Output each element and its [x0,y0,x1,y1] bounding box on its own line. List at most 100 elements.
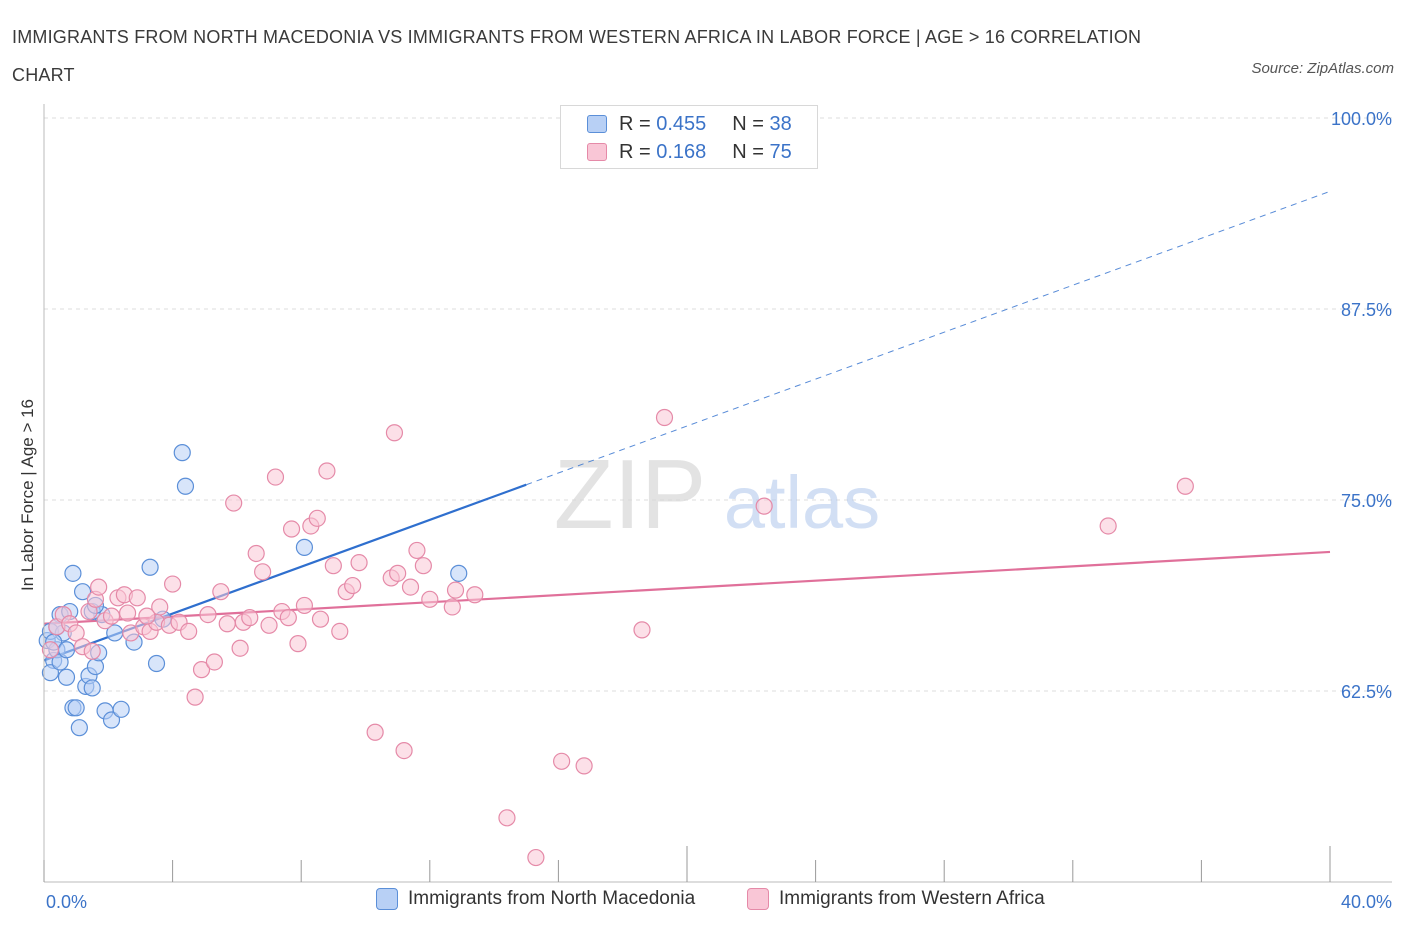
western-africa-point [421,590,439,608]
y-tick-label: 62.5% [1341,682,1392,702]
tick-label-layer: 62.5% 75.0% 87.5% 100.0% 0.0% 40.0% [46,109,1392,912]
macedonia-point [57,641,76,659]
n-value: 38 [769,112,792,135]
macedonia-point [112,700,130,718]
western-africa-point [212,583,230,601]
western-africa-point [231,639,249,657]
grid-layer [44,117,1392,692]
watermark: ZIP atlas [554,439,880,549]
western-africa-point [279,609,297,627]
western-africa-point [414,557,432,575]
western-africa-point [527,848,545,867]
western-africa-point [366,723,384,741]
macedonia-point [73,583,92,601]
y-tick-label: 100.0% [1331,109,1392,129]
western-africa-point [446,581,465,599]
western-africa-point [408,541,426,560]
points-layer [38,408,1194,867]
r-value: 0.455 [656,112,707,135]
western-africa-point [655,408,674,427]
watermark-atlas: atlas [724,461,880,544]
chart-title: IMMIGRANTS FROM NORTH MACEDONIA VS IMMIG… [12,27,1142,85]
western-africa-point [1099,517,1117,535]
western-africa-point [633,621,651,639]
western-africa-point [318,462,336,480]
western-africa-point [225,494,243,512]
macedonia-point [173,444,191,462]
n-value: 75 [769,140,792,163]
stats-legend: R = 0.455 N = 38 R = 0.168 N = 75 [560,105,818,169]
macedonia-point [83,679,101,697]
western-africa-point [254,563,272,581]
western-africa-point [295,596,314,615]
western-africa-point [311,610,330,628]
western-africa-point [83,642,101,660]
western-africa-point [289,635,307,653]
macedonia-point [102,711,121,729]
r-value: 0.168 [656,140,707,163]
western-africa-point [308,509,326,527]
western-africa-point [67,624,85,642]
western-africa-point [128,589,146,607]
western-africa-point [401,578,420,596]
western-africa-point [138,607,156,625]
western-africa-point [498,809,516,827]
x-tick-label: 40.0% [1341,892,1392,912]
source-label: Source: ZipAtlas.com [1251,60,1394,77]
macedonia-point [64,564,82,582]
western-africa-point [260,616,278,634]
western-africa-point [218,615,236,633]
western-africa-point [151,598,169,616]
western-africa-point [553,752,571,770]
legend-item-western-africa: Immigrants from Western Africa [747,888,1045,910]
western-africa-point [241,609,259,627]
western-africa-point [247,544,265,563]
western-africa-point [350,554,368,572]
macedonia-point [176,477,195,495]
macedonia-point [147,654,166,673]
legend-label: Immigrants from Western Africa [779,888,1045,909]
macedonia-point [57,668,76,686]
macedonia-point [67,699,85,717]
trend-layer [43,190,1331,662]
r-label: R = [619,140,651,163]
macedonia-point [295,538,314,556]
macedonia-point [41,664,60,682]
y-tick-label: 87.5% [1341,300,1392,320]
western-africa-point [186,688,204,706]
western-africa-point [466,586,484,604]
western-africa-point [118,604,137,622]
stats-legend-row-western-africa: R = 0.168 N = 75 [587,139,792,165]
western-africa-point [755,497,773,515]
n-label: N = [732,140,764,163]
axis-layer [43,104,1392,883]
x-tick-label: 0.0% [46,892,87,912]
western-africa-point [385,424,404,442]
western-africa-point [395,741,413,760]
western-africa-point [331,622,349,641]
y-tick-label: 75.0% [1341,491,1392,511]
western-africa-point [102,607,121,625]
western-africa-point [344,576,362,595]
western-africa-point [205,653,223,671]
macedonia-point [450,564,468,582]
macedonia-point [141,558,159,576]
legend-swatch-pink [747,888,769,910]
western-africa-point [266,468,285,486]
western-africa-point [90,578,108,596]
western-africa-point [389,564,407,582]
legend-label: Immigrants from North Macedonia [408,888,696,909]
western-africa-point [1176,477,1194,495]
western-africa-point [324,557,342,575]
r-label: R = [619,112,651,135]
legend-swatch-blue [376,888,398,910]
western-africa-point [282,520,301,538]
legend-swatch-blue [587,115,607,133]
western-africa-point [575,757,593,775]
western-africa-point [164,575,182,593]
macedonia-point [70,719,88,737]
n-label: N = [732,112,764,135]
western-africa-point [192,661,211,679]
stats-legend-row-macedonia: R = 0.455 N = 38 [587,111,792,137]
